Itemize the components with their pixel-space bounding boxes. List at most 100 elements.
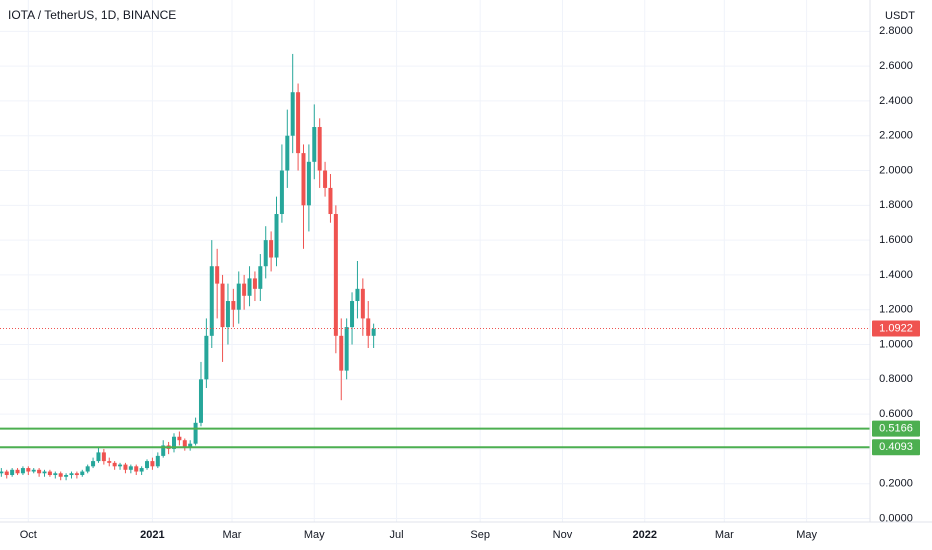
candle-body xyxy=(74,473,79,476)
candle-body xyxy=(306,161,311,206)
grid xyxy=(0,0,870,522)
y-tick-label: 0.2000 xyxy=(879,478,913,490)
candle-body xyxy=(134,466,139,472)
x-tick-label: Oct xyxy=(20,529,37,541)
y-tick-label: 1.4000 xyxy=(879,269,913,281)
candle-body xyxy=(263,240,268,267)
candle-body xyxy=(285,135,290,171)
candle-body xyxy=(172,436,176,449)
candle-body xyxy=(58,473,63,477)
x-tick-label: 2022 xyxy=(633,529,657,541)
y-tick-label: 0.0000 xyxy=(879,512,913,524)
candle-body xyxy=(123,464,128,470)
y-tick-label: 1.6000 xyxy=(879,234,913,246)
price-tag-label: 1.0922 xyxy=(879,322,913,334)
candle-body xyxy=(215,266,220,284)
candle-body xyxy=(177,436,182,441)
y-tick-label: 2.2000 xyxy=(879,130,913,142)
candle-body xyxy=(145,461,150,469)
candle-body xyxy=(139,468,144,472)
candle-body xyxy=(258,266,263,289)
x-tick-label: Sep xyxy=(470,529,490,541)
candle-body xyxy=(101,452,106,462)
candle-body xyxy=(42,471,47,474)
price-tag xyxy=(872,320,920,337)
candle-body xyxy=(80,471,85,476)
candle-body xyxy=(328,187,333,215)
x-tick-label: Mar xyxy=(715,529,734,541)
x-tick-label: May xyxy=(304,529,325,541)
y-tick-label: 0.8000 xyxy=(879,373,913,385)
candle-body xyxy=(209,266,214,336)
y-tick-label: 2.4000 xyxy=(879,95,913,107)
candle-body xyxy=(161,445,166,456)
candle-body xyxy=(53,473,58,476)
candle-body xyxy=(279,170,284,215)
candle-body xyxy=(269,240,274,258)
candle-body xyxy=(4,471,9,476)
price-tag-label: 0.5166 xyxy=(879,423,913,435)
x-tick-label: 2021 xyxy=(140,529,164,541)
candle-body xyxy=(198,379,203,423)
chart-title: IOTA / TetherUS, 1D, BINANCE xyxy=(8,8,176,22)
candle-body xyxy=(15,469,20,474)
candle-body xyxy=(182,440,187,448)
y-tick-label: 1.8000 xyxy=(879,199,913,211)
candle-body xyxy=(112,462,117,467)
candle-body xyxy=(69,473,74,476)
y-tick-label: 2.6000 xyxy=(879,60,913,72)
x-tick-label: Nov xyxy=(553,529,573,541)
x-tick-label: Jul xyxy=(390,529,404,541)
candle-body xyxy=(85,466,90,472)
candle-body xyxy=(252,278,257,289)
candle-body xyxy=(355,288,360,302)
candle-body xyxy=(274,214,279,258)
candle-body xyxy=(204,335,209,380)
candle-body xyxy=(301,153,306,206)
candle-body xyxy=(64,475,69,477)
candle-body xyxy=(107,461,112,463)
x-tick-label: Mar xyxy=(223,529,242,541)
candle-body xyxy=(360,288,365,319)
candle-body xyxy=(128,466,133,470)
candle-body xyxy=(188,443,193,448)
candle-body xyxy=(333,214,338,336)
y-tick-label: 1.0000 xyxy=(879,338,913,350)
candle-body xyxy=(155,455,160,467)
candle-body xyxy=(0,471,4,474)
candle-body xyxy=(31,469,36,472)
candle-body xyxy=(350,301,355,328)
candle-body xyxy=(47,471,52,476)
candle-body xyxy=(290,92,295,136)
candle-body xyxy=(339,335,344,371)
candle-body xyxy=(366,318,371,336)
candle-body xyxy=(10,469,15,476)
candle-body xyxy=(231,301,236,310)
candle-body xyxy=(193,422,198,444)
candle-body xyxy=(242,283,247,296)
candle-body xyxy=(323,170,328,188)
candle-body xyxy=(20,468,25,474)
candle-body xyxy=(225,301,230,328)
candle-body xyxy=(37,469,42,474)
candle-body xyxy=(220,283,225,328)
candle-body xyxy=(317,127,322,171)
candle-body xyxy=(236,283,241,310)
overlay: 0.00000.20000.40000.60000.80001.00001.20… xyxy=(20,25,920,541)
candle-body xyxy=(96,452,101,462)
candle-body xyxy=(296,92,301,154)
y-tick-label: 2.0000 xyxy=(879,164,913,176)
price-tag-label: 0.4093 xyxy=(879,441,913,453)
candle-body xyxy=(150,461,155,467)
candle-body xyxy=(312,127,317,162)
y-tick-label: 0.6000 xyxy=(879,408,913,420)
candle-body xyxy=(371,328,376,336)
marks xyxy=(0,53,870,481)
y-tick-label: 2.8000 xyxy=(879,25,913,37)
candle-body xyxy=(344,327,349,371)
candle-body xyxy=(118,464,123,467)
candle-body xyxy=(26,468,31,472)
candle-body xyxy=(247,278,252,296)
price-tag xyxy=(872,420,920,437)
